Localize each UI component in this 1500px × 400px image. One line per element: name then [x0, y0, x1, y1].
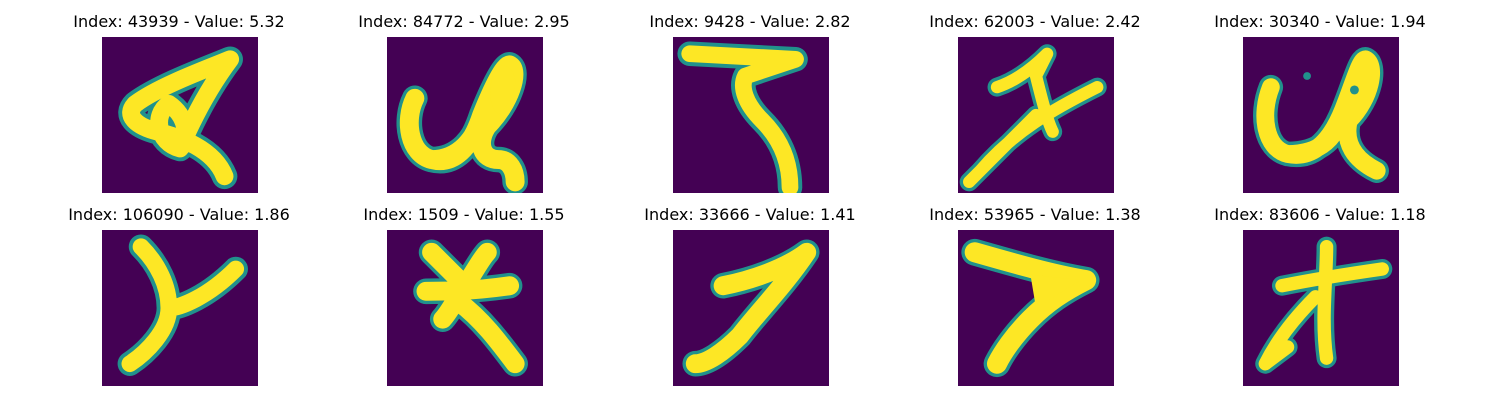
glyph-image: [673, 230, 829, 386]
glyph-image: [387, 230, 543, 386]
panel-7: Index: 1509 - Value: 1.55: [344, 205, 584, 395]
glyph-x-drawing: [387, 230, 543, 386]
panel-6: Index: 106090 - Value: 1.86: [59, 205, 299, 395]
panel-4: Index: 62003 - Value: 2.42: [915, 12, 1155, 202]
panel-1: Index: 43939 - Value: 5.32: [59, 12, 299, 202]
panel-2: Index: 84772 - Value: 2.95: [344, 12, 584, 202]
panel-10: Index: 83606 - Value: 1.18: [1200, 205, 1440, 395]
glyph-image: [958, 37, 1114, 193]
glyph-image: [102, 37, 258, 193]
glyph-u-drawing: [387, 37, 543, 193]
glyph-image: [387, 37, 543, 193]
panel-title: Index: 83606 - Value: 1.18: [1214, 205, 1426, 224]
glyph-image: [673, 37, 829, 193]
panel-title: Index: 30340 - Value: 1.94: [1214, 12, 1426, 31]
glyph-image: [1243, 230, 1399, 386]
panel-title: Index: 9428 - Value: 2.82: [649, 12, 851, 31]
panel-title: Index: 1509 - Value: 1.55: [363, 205, 565, 224]
glyph-u-drawing: [1243, 37, 1399, 193]
panel-9: Index: 53965 - Value: 1.38: [915, 205, 1155, 395]
glyph-x-drawing: [1243, 230, 1399, 386]
panel-3: Index: 9428 - Value: 2.82: [630, 12, 870, 202]
glyph-image: [102, 230, 258, 386]
glyph-7-drawing: [673, 230, 829, 386]
glyph-image: [1243, 37, 1399, 193]
panel-title: Index: 33666 - Value: 1.41: [644, 205, 856, 224]
glyph-x-drawing: [958, 37, 1114, 193]
glyph-a-drawing: [102, 37, 258, 193]
panel-8: Index: 33666 - Value: 1.41: [630, 205, 870, 395]
glyph-y-drawing: [102, 230, 258, 386]
panel-title: Index: 106090 - Value: 1.86: [68, 205, 290, 224]
panel-title: Index: 43939 - Value: 5.32: [73, 12, 285, 31]
glyph-7-drawing: [673, 37, 829, 193]
panel-title: Index: 62003 - Value: 2.42: [929, 12, 1141, 31]
glyph-7-drawing: [958, 230, 1114, 386]
panel-title: Index: 53965 - Value: 1.38: [929, 205, 1141, 224]
glyph-image: [958, 230, 1114, 386]
panel-5: Index: 30340 - Value: 1.94: [1200, 12, 1440, 202]
panel-title: Index: 84772 - Value: 2.95: [358, 12, 570, 31]
